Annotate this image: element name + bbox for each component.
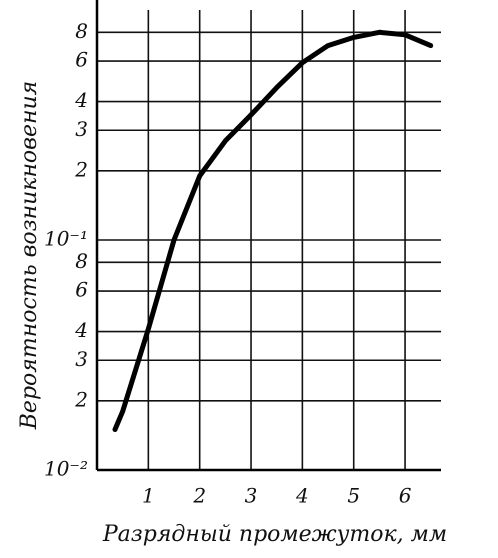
y-tick-label: 4 <box>74 88 88 112</box>
x-tick-label: 3 <box>245 484 258 508</box>
y-tick-label: 8 <box>75 249 88 273</box>
x-tick-label: 4 <box>295 484 309 508</box>
x-axis-label: Разрядный промежуток, мм <box>102 522 447 547</box>
y-tick-label: 8 <box>75 19 88 43</box>
y-tick-label: 3 <box>75 347 88 371</box>
y-tick-label: 6 <box>75 48 88 72</box>
x-tick-label: 1 <box>142 484 155 508</box>
data-line <box>112 29 434 432</box>
y-tick-label: 2 <box>74 157 88 181</box>
y-tick-label: 10⁻¹ <box>44 227 88 251</box>
y-tick-label: 10⁻² <box>44 457 88 481</box>
y-tick-label: 6 <box>75 278 88 302</box>
x-tick-label: 5 <box>347 484 360 508</box>
x-tick-label: 2 <box>192 484 206 508</box>
y-axis-label: Вероятность возникновения <box>17 81 42 430</box>
y-tick-label: 2 <box>74 387 88 411</box>
y-tick-label: 3 <box>75 117 88 141</box>
x-tick-label: 6 <box>399 484 412 508</box>
y-tick-label: 4 <box>74 318 88 342</box>
